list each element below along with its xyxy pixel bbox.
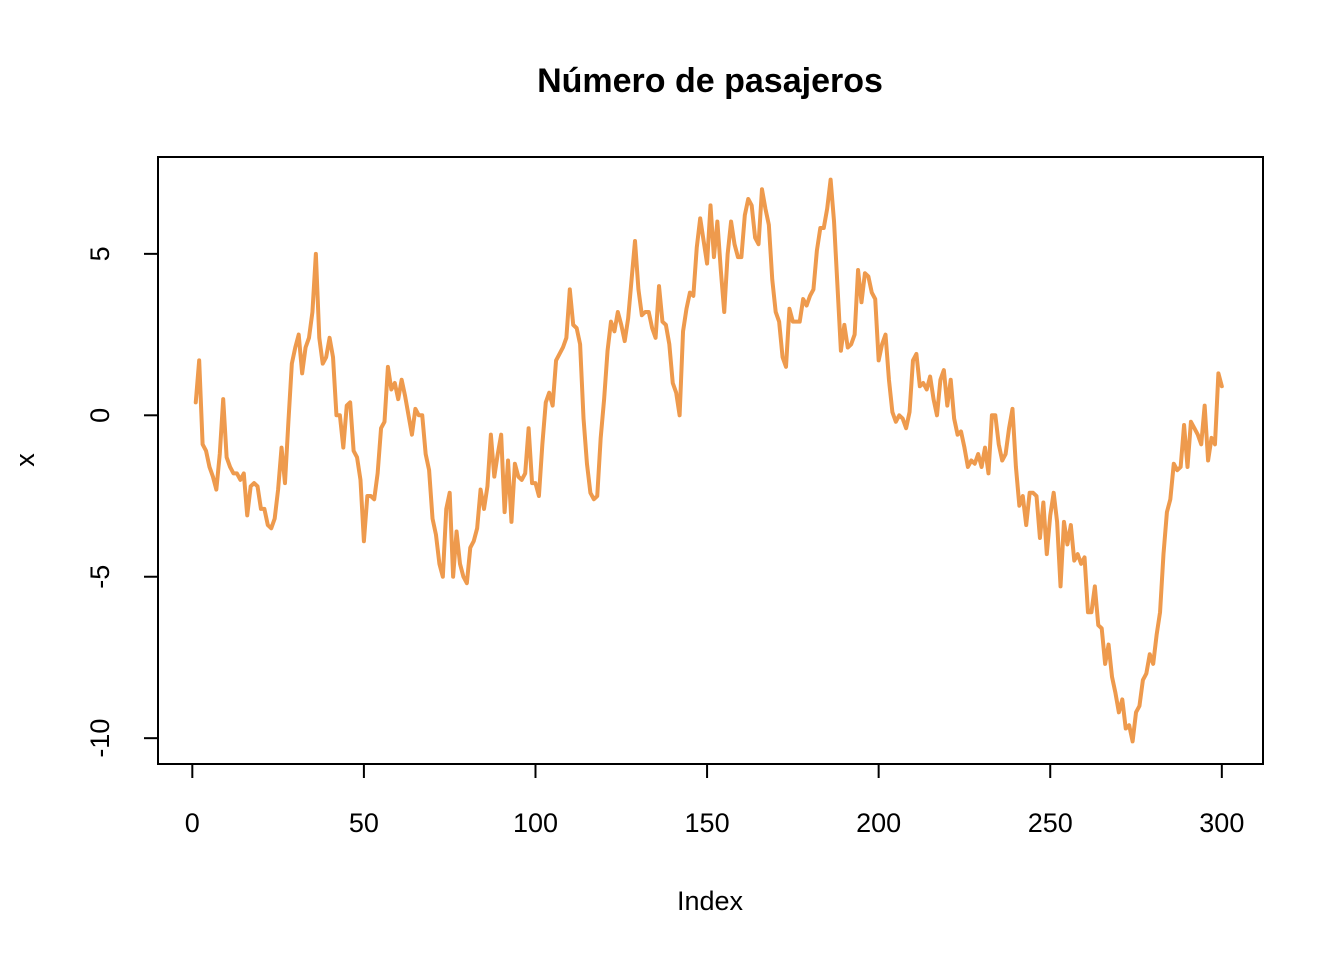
- x-tick-label: 100: [513, 808, 558, 838]
- x-axis-label: Index: [677, 886, 744, 916]
- chart-title: Número de pasajeros: [537, 62, 883, 100]
- x-tick-label: 200: [856, 808, 901, 838]
- x-tick-label: 300: [1199, 808, 1244, 838]
- x-tick-label: 250: [1028, 808, 1073, 838]
- y-axis: -10 -5 0 5: [85, 246, 159, 758]
- x-tick-label: 50: [349, 808, 379, 838]
- y-tick-label: -5: [85, 565, 115, 589]
- series-layer: [193, 177, 1224, 744]
- plot-frame: [157, 156, 1264, 765]
- x-tick-label: 150: [685, 808, 730, 838]
- x-tick-label: 0: [185, 808, 200, 838]
- y-tick-label: 5: [85, 246, 115, 261]
- y-axis-label: x: [10, 453, 40, 467]
- y-tick-label: 0: [85, 408, 115, 423]
- y-tick-label: -10: [85, 719, 115, 758]
- series-line: [193, 177, 1224, 744]
- x-axis: 0 50 100 150 200 250 300: [185, 763, 1244, 838]
